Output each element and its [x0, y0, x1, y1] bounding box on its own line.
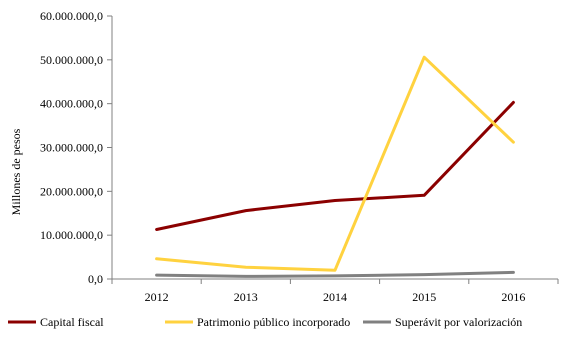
- legend: Capital fiscal Patrimonio público incorpo…: [8, 315, 522, 329]
- y-tick-label: 0,0: [88, 272, 103, 286]
- y-tick-label: 30.000.000,0: [40, 141, 103, 155]
- series-line: [155, 55, 515, 272]
- y-tick-label: 60.000.000,0: [40, 9, 103, 23]
- series-line: [155, 270, 515, 278]
- legend-label: Superávit por valorización: [395, 315, 522, 329]
- y-axis-ticks: 0,0 10.000.000,0 20.000.000,0 30.000.000,0 4…: [40, 9, 112, 286]
- x-tick-label: 2016: [501, 290, 525, 304]
- y-tick-label: 50.000.000,0: [40, 53, 103, 67]
- series-line: [155, 100, 515, 231]
- x-tick-label: 2012: [145, 290, 169, 304]
- y-tick-label: 20.000.000,0: [40, 184, 103, 198]
- x-tick-label: 2014: [323, 290, 347, 304]
- y-axis-title: Millones de pesos: [9, 128, 23, 215]
- legend-label: Capital fiscal: [40, 315, 104, 329]
- y-tick-label: 40.000.000,0: [40, 97, 103, 111]
- y-tick-label: 10.000.000,0: [40, 228, 103, 242]
- series-lines: [155, 55, 515, 278]
- x-tick-label: 2015: [412, 290, 436, 304]
- x-axis-ticks: 2012 2013 2014 2015 2016: [111, 279, 559, 304]
- x-tick-label: 2013: [234, 290, 258, 304]
- legend-label: Patrimonio público incorporado: [197, 315, 350, 329]
- axes: [111, 16, 558, 280]
